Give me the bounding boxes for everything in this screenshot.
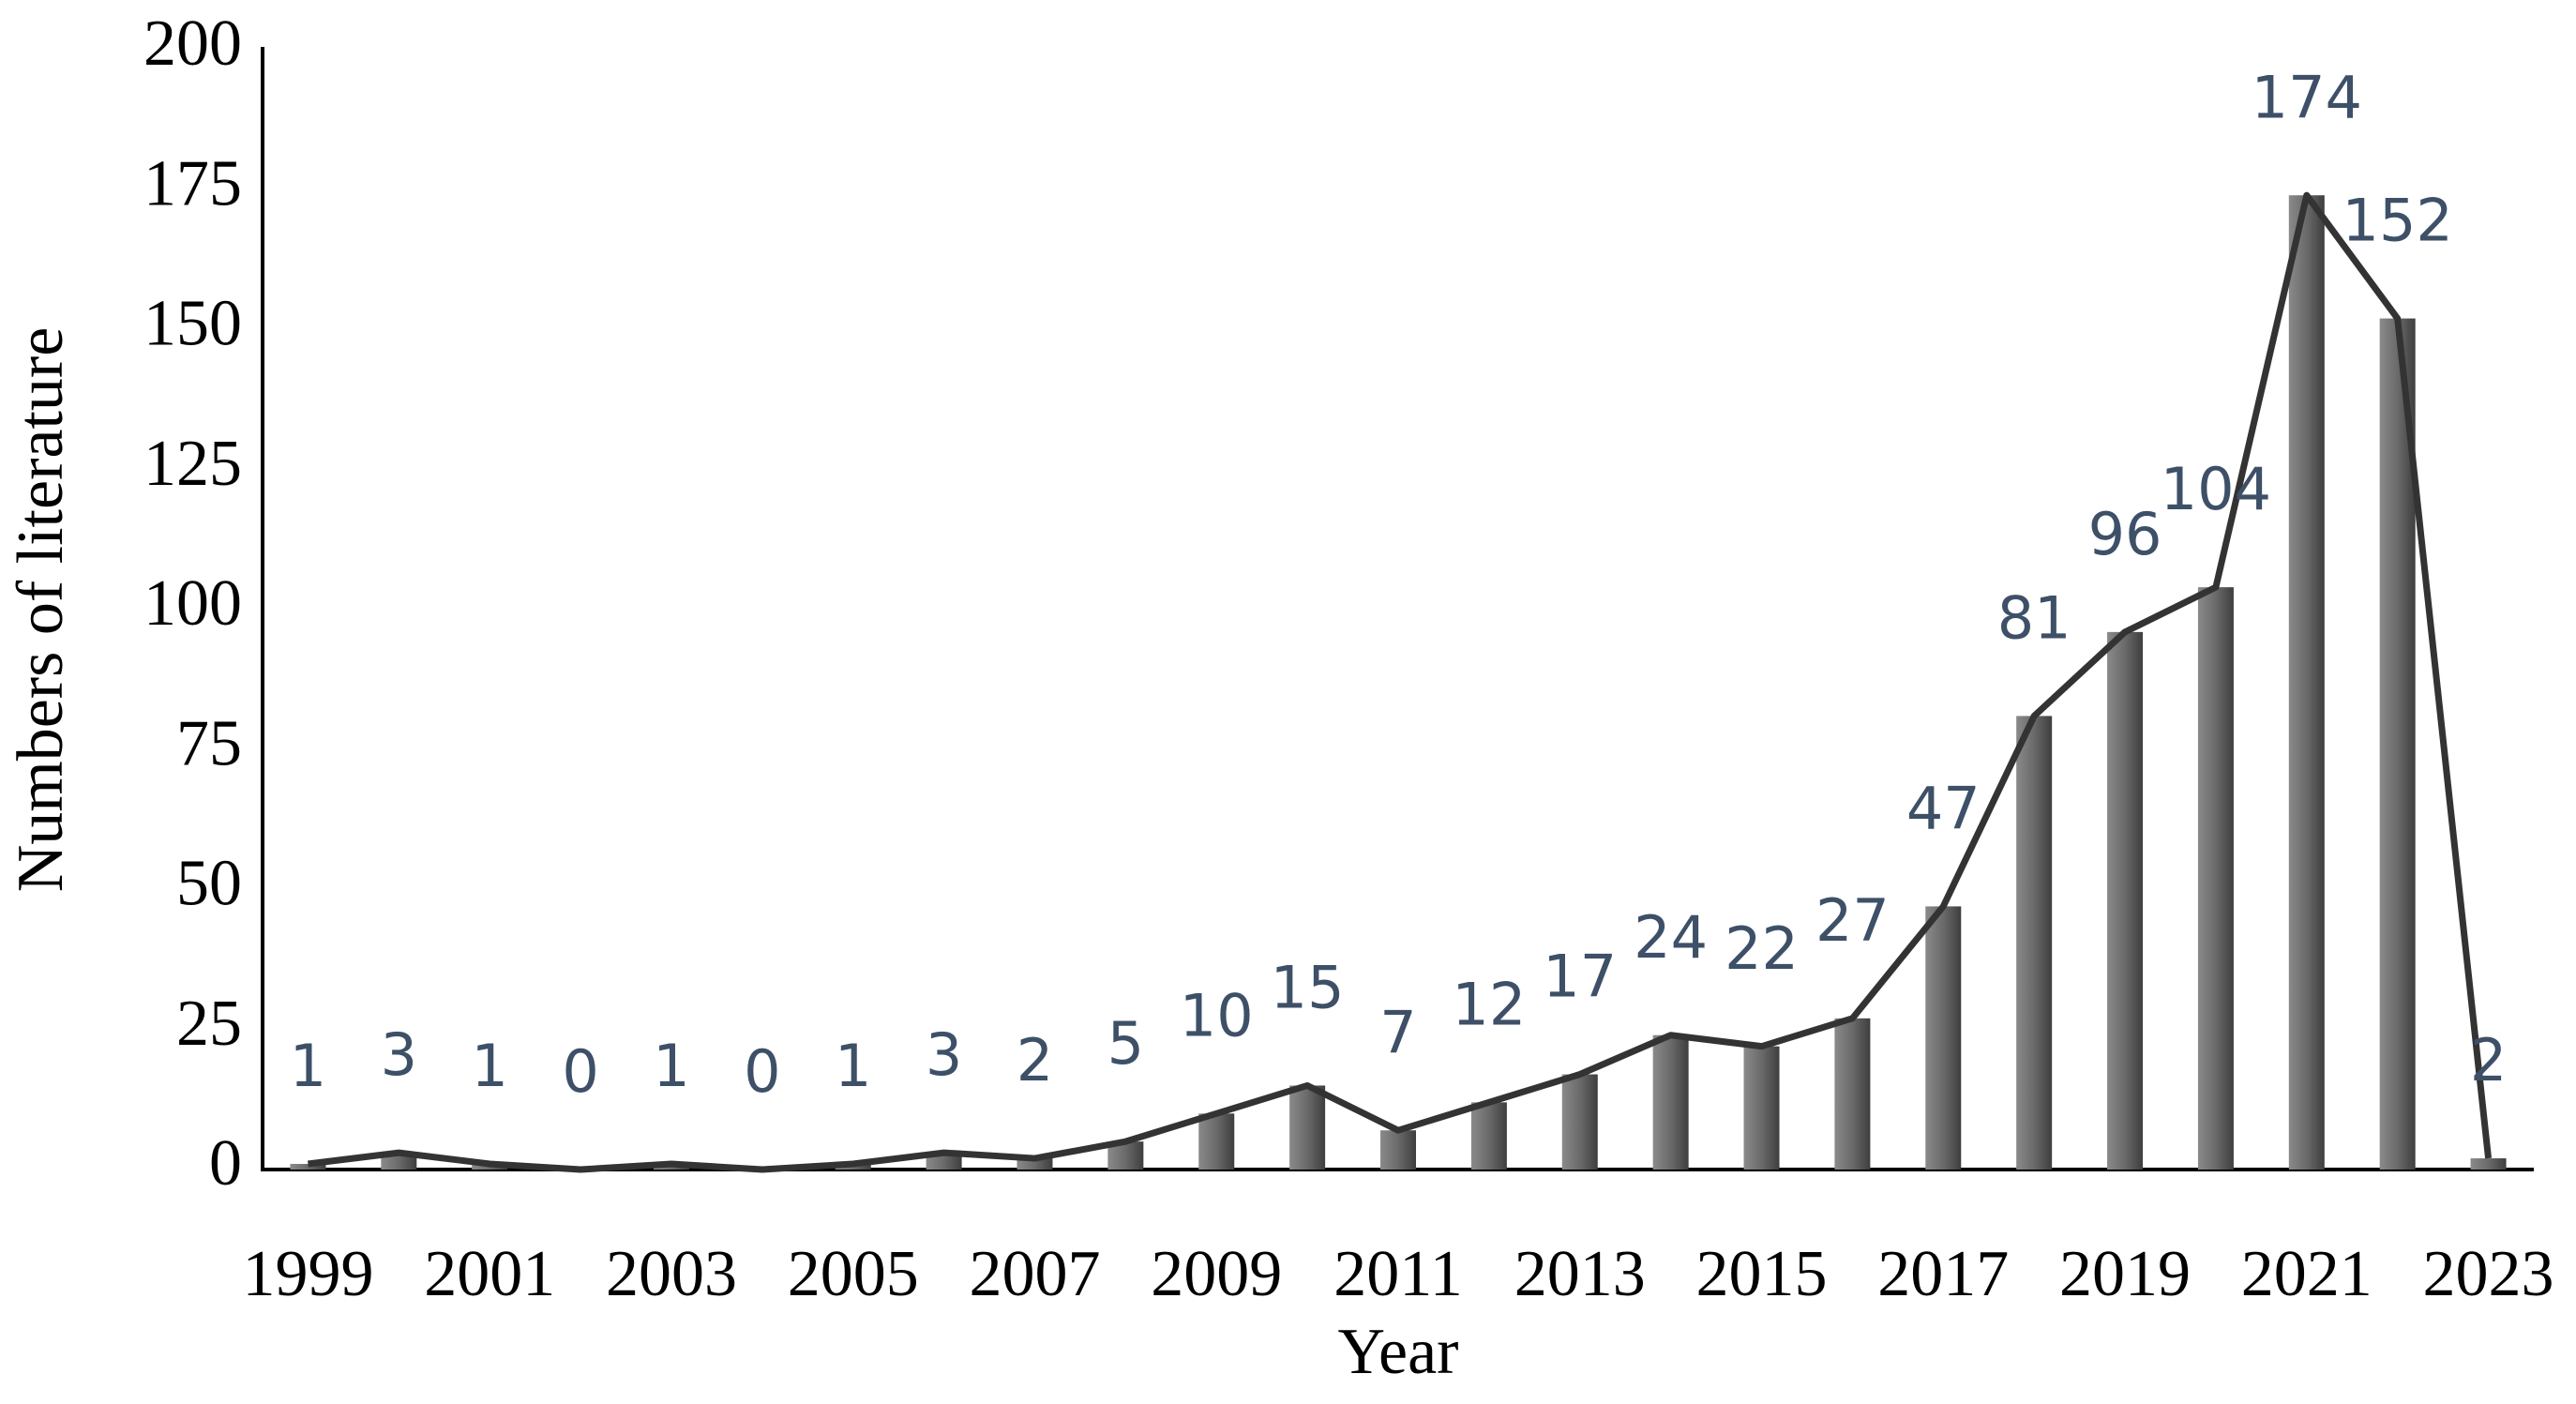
- y-tick-label: 200: [143, 8, 242, 80]
- y-tick-label: 0: [209, 1127, 242, 1200]
- y-tick-label: 50: [176, 848, 242, 920]
- value-label: 15: [1271, 954, 1345, 1022]
- bar: [290, 1164, 326, 1170]
- value-label: 1: [290, 1032, 326, 1100]
- value-label: 2: [1017, 1026, 1053, 1095]
- bar: [2379, 318, 2416, 1170]
- bar: [1470, 1102, 1507, 1170]
- bar: [2288, 195, 2325, 1170]
- value-label: 152: [2343, 187, 2453, 255]
- value-label: 24: [1634, 903, 1708, 972]
- value-label: 0: [562, 1037, 598, 1106]
- bar: [1198, 1113, 1235, 1170]
- x-tick-label: 2011: [1333, 1238, 1462, 1310]
- bar: [1925, 906, 1962, 1170]
- value-label: 2: [2470, 1026, 2507, 1095]
- value-label: 10: [1180, 981, 1254, 1049]
- trend-line: [308, 191, 2493, 1173]
- value-label: 7: [1379, 998, 1416, 1066]
- value-label: 47: [1906, 775, 1981, 843]
- y-tick-label: 175: [143, 147, 242, 219]
- y-tick-label: 100: [143, 567, 242, 640]
- value-label: 27: [1815, 886, 1890, 955]
- x-tick-label: 2009: [1151, 1238, 1282, 1310]
- bar: [1017, 1158, 1053, 1170]
- value-label: 0: [744, 1037, 780, 1106]
- value-label: 3: [381, 1020, 417, 1089]
- bar: [1380, 1130, 1416, 1170]
- x-tick-label: 2013: [1514, 1238, 1646, 1310]
- value-label: 1: [653, 1032, 689, 1100]
- value-label: 12: [1452, 970, 1526, 1038]
- value-label: 1: [835, 1032, 871, 1100]
- bar: [1743, 1046, 1780, 1170]
- x-tick-label: 2015: [1696, 1238, 1828, 1310]
- bar: [1652, 1034, 1689, 1170]
- x-tick-label: 2021: [2241, 1238, 2373, 1310]
- value-label: 1: [471, 1032, 507, 1100]
- x-tick-label: 2023: [2423, 1238, 2554, 1310]
- y-tick-label: 125: [143, 428, 242, 500]
- x-tick-label: 1999: [242, 1238, 373, 1310]
- value-label: 3: [926, 1020, 962, 1089]
- value-label: 104: [2161, 455, 2271, 523]
- value-label: 81: [1997, 584, 2071, 653]
- x-tick-label: 2003: [606, 1238, 737, 1310]
- y-axis-label: Numbers of literature: [5, 327, 77, 893]
- x-axis-label: Year: [1338, 1316, 1459, 1388]
- value-label: 174: [2252, 63, 2362, 131]
- y-tick-label: 75: [176, 707, 242, 779]
- value-label: 5: [1107, 1009, 1144, 1078]
- bar: [2107, 631, 2144, 1170]
- bar: [1561, 1074, 1598, 1170]
- bar: [1834, 1018, 1871, 1170]
- x-tick-label: 2007: [969, 1238, 1100, 1310]
- x-tick-label: 2019: [2059, 1238, 2191, 1310]
- x-tick-label: 2001: [424, 1238, 555, 1310]
- bar: [2470, 1158, 2507, 1170]
- value-label: 96: [2088, 500, 2162, 568]
- value-label: 22: [1725, 914, 1799, 983]
- x-tick-label: 2017: [1877, 1238, 2009, 1310]
- bar: [2016, 716, 2053, 1170]
- value-label: 17: [1543, 943, 1617, 1011]
- x-tick-label: 2005: [788, 1238, 919, 1310]
- y-tick-label: 25: [176, 988, 242, 1060]
- y-tick-label: 150: [143, 288, 242, 360]
- bar: [2197, 587, 2234, 1170]
- bar: [1289, 1085, 1326, 1170]
